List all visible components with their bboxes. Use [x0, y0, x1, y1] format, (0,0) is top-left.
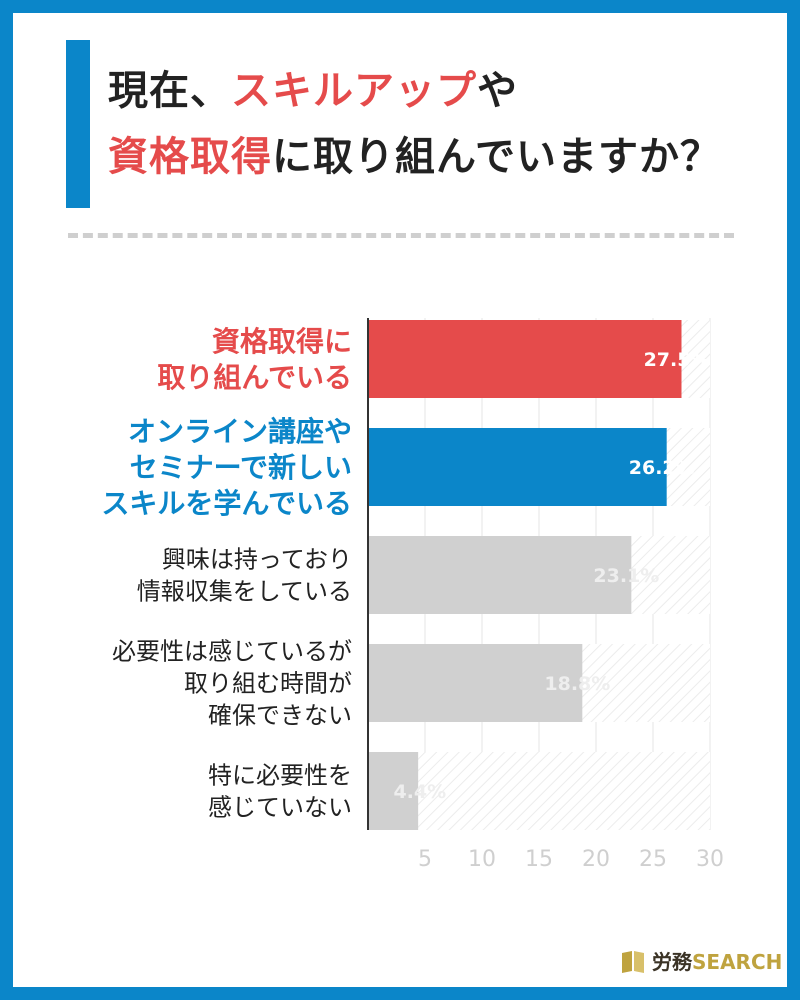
title-highlight-qualification: 資格取得 — [108, 134, 272, 180]
bar — [368, 320, 682, 398]
value-label: 27.5% — [644, 349, 710, 371]
x-tick-label: 5 — [418, 847, 432, 872]
category-label: 感じていない — [208, 794, 352, 822]
title-text-1a: 現在、 — [108, 68, 231, 114]
dashed-divider — [68, 233, 734, 238]
category-label: 興味は持っており — [162, 546, 352, 574]
x-tick-label: 25 — [639, 847, 667, 872]
category-label: セミナーで新しい — [130, 451, 352, 484]
category-label: 必要性は感じているが — [112, 638, 352, 666]
logo-text: 労務SEARCH — [652, 946, 782, 975]
category-label: オンライン講座や — [128, 415, 352, 448]
value-label: 4.4% — [393, 781, 446, 803]
category-label: 情報収集をしている — [137, 578, 352, 606]
title-line-1: 現在、スキルアップや — [108, 58, 748, 124]
bar — [368, 428, 667, 506]
page-title: 現在、スキルアップや 資格取得に取り組んでいますか？ — [108, 58, 748, 190]
category-label: 確保できない — [208, 702, 352, 730]
category-label: 特に必要性を — [208, 762, 352, 790]
category-label: 資格取得に — [212, 325, 352, 358]
bar — [368, 644, 583, 722]
title-text-2b: に取り組んでいますか？ — [272, 134, 721, 180]
title-line-2: 資格取得に取り組んでいますか？ — [108, 124, 748, 190]
category-label: 取り組む時間が — [184, 670, 352, 698]
category-label: 取り組んでいる — [157, 361, 352, 394]
title-accent-bar — [66, 40, 90, 208]
x-tick-label: 15 — [525, 847, 553, 872]
x-tick-label: 30 — [696, 847, 724, 872]
logo-text-en: SEARCH — [692, 950, 783, 974]
x-tick-label: 10 — [468, 847, 496, 872]
value-label: 18.8% — [544, 673, 610, 695]
x-tick-label: 20 — [582, 847, 610, 872]
bar — [368, 536, 632, 614]
logo-text-jp: 労務 — [652, 950, 692, 974]
bar-background — [368, 752, 710, 830]
title-text-1b: や — [477, 68, 518, 114]
book-icon — [622, 950, 644, 973]
value-label: 26.2% — [629, 457, 695, 479]
bar — [368, 752, 419, 830]
brand-logo: 労務SEARCH — [620, 946, 782, 975]
category-label: スキルを学んでいる — [101, 487, 352, 520]
value-label: 23.1% — [593, 565, 659, 587]
title-highlight-skillup: スキルアップ — [231, 68, 477, 114]
